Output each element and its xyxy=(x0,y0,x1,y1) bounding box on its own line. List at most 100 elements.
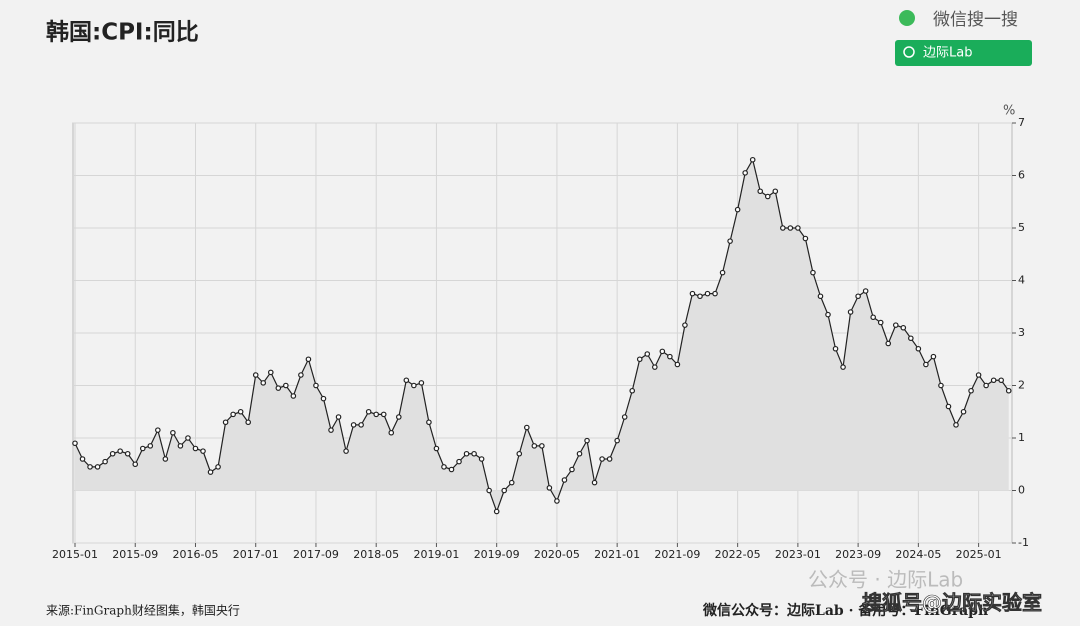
x-tick-label: 2023-09 xyxy=(835,548,881,561)
marker xyxy=(652,364,658,370)
marker xyxy=(79,456,86,462)
x-tick-label: 2017-09 xyxy=(293,548,339,561)
marker xyxy=(923,361,929,368)
marker xyxy=(358,422,364,428)
marker xyxy=(749,156,756,163)
marker xyxy=(1005,387,1012,394)
marker xyxy=(102,458,108,465)
marker xyxy=(975,372,982,378)
marker xyxy=(900,324,907,331)
marker xyxy=(554,498,560,504)
marker xyxy=(215,464,221,470)
plot: -1 0 1 2 3 4 5 6 7 2015-01 2015-09 2016-05 2017-01 20… xyxy=(52,116,1029,561)
x-tick-label: 2017-01 xyxy=(233,548,279,561)
marker xyxy=(636,356,643,363)
y-tick-label: 5 xyxy=(1018,221,1025,234)
marker xyxy=(493,508,500,515)
y-tick-label: 0 xyxy=(1018,484,1025,497)
marker xyxy=(516,450,523,457)
marker xyxy=(448,466,455,473)
marker xyxy=(787,225,794,231)
marker xyxy=(810,269,816,276)
marker xyxy=(599,456,605,462)
marker xyxy=(915,345,922,352)
marker xyxy=(757,188,764,195)
marker xyxy=(742,170,748,176)
marker xyxy=(561,477,568,483)
marker xyxy=(426,419,432,426)
marker xyxy=(817,293,824,300)
marker xyxy=(659,348,666,355)
marker xyxy=(998,377,1004,384)
y-tick-label: 4 xyxy=(1018,274,1025,287)
marker xyxy=(147,443,154,449)
x-tick-label: 2021-01 xyxy=(594,548,640,561)
marker xyxy=(546,485,553,491)
marker xyxy=(139,445,146,452)
marker xyxy=(727,238,733,244)
marker xyxy=(117,448,123,454)
y-unit: % xyxy=(1003,104,1015,119)
marker xyxy=(870,314,876,321)
marker xyxy=(298,372,304,378)
wechat-icon xyxy=(899,10,915,26)
marker xyxy=(832,345,839,352)
marker xyxy=(734,206,741,213)
marker xyxy=(94,464,101,470)
marker xyxy=(591,479,598,486)
marker xyxy=(403,377,410,384)
marker xyxy=(290,393,297,399)
watermark: 公众号 · 边际Lab xyxy=(808,568,963,592)
marker xyxy=(185,435,191,441)
marker xyxy=(87,464,93,470)
marker xyxy=(207,469,214,475)
marker xyxy=(252,372,259,378)
button-label: 边际Lab xyxy=(923,46,972,61)
marker xyxy=(629,387,636,394)
marker xyxy=(170,429,176,436)
marker xyxy=(222,419,229,426)
marker xyxy=(411,382,417,389)
marker xyxy=(200,448,206,454)
marker xyxy=(72,440,78,447)
search-label: 微信搜一搜 xyxy=(933,10,1018,30)
search-button[interactable] xyxy=(895,40,1032,66)
x-tick-label: 2016-05 xyxy=(172,548,218,561)
x-tick-label: 2015-09 xyxy=(112,548,158,561)
marker xyxy=(456,458,462,465)
y-tick-label: 6 xyxy=(1018,169,1025,182)
marker xyxy=(576,450,583,457)
marker xyxy=(674,361,681,368)
x-tick-label: 2015-01 xyxy=(52,548,98,561)
y-tick-label: 7 xyxy=(1018,116,1025,129)
marker xyxy=(441,464,447,470)
x-tick-label: 2024-05 xyxy=(895,548,941,561)
marker xyxy=(162,456,169,462)
marker xyxy=(373,411,380,418)
marker xyxy=(621,414,628,420)
marker xyxy=(569,466,575,473)
marker xyxy=(855,293,861,300)
marker xyxy=(275,385,282,391)
marker xyxy=(968,387,974,394)
marker xyxy=(531,443,538,449)
y-tick-label: 3 xyxy=(1018,326,1025,339)
marker xyxy=(283,382,289,389)
marker xyxy=(825,311,831,318)
marker xyxy=(840,364,846,370)
search-icon xyxy=(903,46,915,58)
marker xyxy=(780,225,786,231)
chart-title: 韩国:CPI:同比 xyxy=(46,19,199,46)
marker xyxy=(606,456,613,462)
x-tick-label: 2022-05 xyxy=(715,548,761,561)
marker xyxy=(320,395,327,402)
marker xyxy=(155,427,161,433)
x-tick-label: 2018-05 xyxy=(353,548,399,561)
marker xyxy=(682,322,688,328)
marker xyxy=(908,335,914,342)
marker xyxy=(689,290,696,297)
marker xyxy=(335,414,342,420)
marker xyxy=(328,427,334,433)
